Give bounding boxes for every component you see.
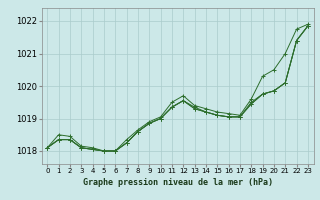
X-axis label: Graphe pression niveau de la mer (hPa): Graphe pression niveau de la mer (hPa) xyxy=(83,178,273,187)
